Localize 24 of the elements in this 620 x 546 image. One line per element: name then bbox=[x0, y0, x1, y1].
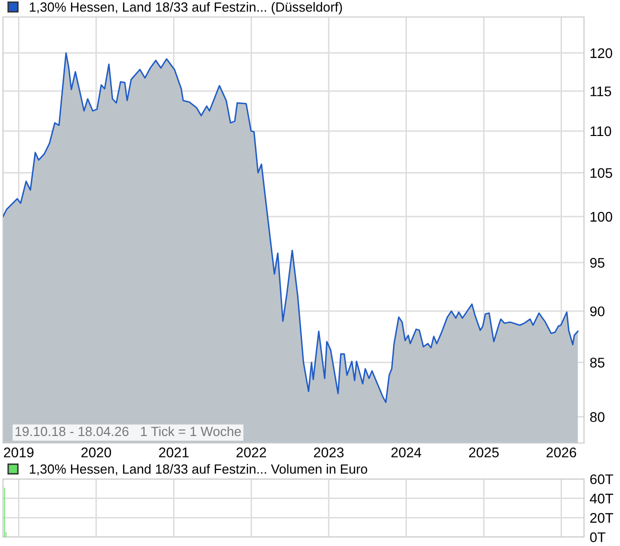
y-tick-label: 110 bbox=[590, 126, 612, 136]
y-tick-label: 60T bbox=[590, 474, 614, 484]
y-tick-label: 0T bbox=[590, 532, 606, 542]
x-tick-label: 2025 bbox=[469, 448, 499, 458]
y-tick-label: 105 bbox=[590, 168, 612, 178]
y-tick-label: 90 bbox=[590, 306, 604, 316]
y-tick-label: 115 bbox=[590, 86, 612, 96]
legend-label: 1,30% Hessen, Land 18/33 auf Festzin... (Düsseldorf) bbox=[30, 2, 342, 14]
x-tick-label: 2021 bbox=[159, 448, 189, 458]
x-tick-label: 2020 bbox=[81, 448, 112, 458]
y-tick-label: 120 bbox=[590, 48, 612, 58]
y-tick-label: 80 bbox=[590, 412, 604, 422]
y-tick-label: 40T bbox=[590, 494, 614, 504]
x-tick-label: 2019 bbox=[4, 448, 34, 458]
legend-label: 1,30% Hessen, Land 18/33 auf Festzin... Volumen in Euro bbox=[30, 464, 368, 476]
x-tick-label: 2022 bbox=[236, 448, 266, 458]
y-tick-label: 85 bbox=[590, 358, 604, 368]
annotation: 19.10.18 - 18.04.26 1 Tick = 1 Woche bbox=[16, 426, 241, 436]
x-tick-label: 2023 bbox=[314, 448, 344, 458]
y-tick-label: 95 bbox=[590, 258, 604, 268]
y-tick-label: 20T bbox=[590, 513, 614, 523]
y-tick-label: 100 bbox=[590, 212, 612, 222]
x-tick-label: 2026 bbox=[546, 448, 576, 458]
x-tick-label: 2024 bbox=[391, 448, 422, 458]
